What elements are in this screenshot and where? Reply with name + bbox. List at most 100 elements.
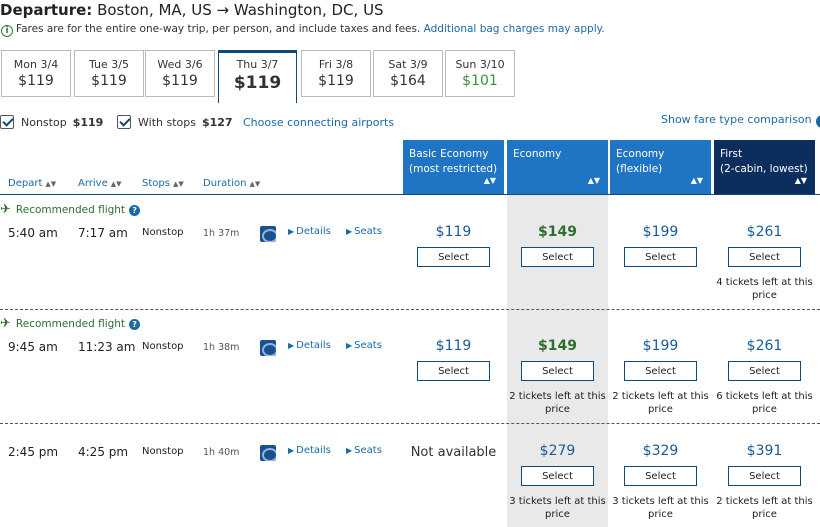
details-link[interactable]: ▶ Details (288, 340, 331, 351)
recommended-flight-label: ✈ Recommended flight? (0, 316, 141, 331)
basic-economy-unavailable: Not available (410, 445, 497, 460)
date-tab-sat[interactable]: Sat 3/9 $164 (373, 50, 443, 97)
date-tab-day: Fri 3/8 (318, 58, 354, 71)
date-tab-day: Sat 3/9 (388, 58, 428, 71)
help-icon[interactable]: ? (815, 115, 820, 128)
select-economy-button[interactable]: Select (521, 466, 594, 486)
date-tab-day: Thu 3/7 (236, 58, 279, 71)
select-first-button[interactable]: Select (728, 247, 801, 267)
seats-left-line1: 2 tickets left at this (716, 496, 813, 507)
seats-left-note: 2 tickets left at this price (610, 390, 711, 416)
seats-left-line1: 6 tickets left at this (716, 391, 813, 402)
fare-header-subtitle: (most restricted) (409, 163, 498, 175)
select-economy-flexible-button[interactable]: Select (624, 361, 697, 381)
seats-left-line2: price (752, 509, 777, 520)
date-tab-thu-selected[interactable]: Thu 3/7 $119 (218, 50, 297, 103)
date-tab-day: Wed 3/6 (157, 58, 203, 71)
select-economy-button[interactable]: Select (521, 361, 594, 381)
select-economy-flexible-button[interactable]: Select (624, 247, 697, 267)
select-first-button[interactable]: Select (728, 466, 801, 486)
help-icon[interactable]: ? (129, 205, 141, 216)
date-tab-price: $119 (318, 73, 354, 89)
help-icon[interactable]: ? (129, 319, 141, 330)
nonstop-checkbox[interactable] (0, 115, 14, 129)
depart-time: 9:45 am (8, 340, 58, 354)
sort-duration[interactable]: Duration ▲▼ (203, 178, 260, 189)
info-icon: i (1, 25, 13, 37)
fare-comparison-text: Show fare type comparison (661, 113, 812, 126)
united-logo-icon (260, 226, 276, 242)
economy-price: $279 (539, 443, 576, 459)
economy-price: $149 (538, 224, 577, 240)
select-first-button[interactable]: Select (728, 361, 801, 381)
fare-header-economy-flexible[interactable]: Economy (flexible) ▲▼ (610, 140, 711, 194)
fare-header-first[interactable]: First (2-cabin, lowest) ▲▼ (714, 140, 815, 194)
duration-value: 1h 38m (203, 342, 240, 353)
details-label: Details (296, 226, 331, 237)
date-tab-price: $119 (233, 73, 282, 93)
date-tab-price: $119 (162, 73, 198, 89)
sort-stops[interactable]: Stops ▲▼ (142, 178, 184, 189)
details-link[interactable]: ▶ Details (288, 226, 331, 237)
sort-icon: ▲▼ (172, 180, 184, 188)
caret-right-icon: ▶ (288, 446, 295, 455)
duration-value: 1h 37m (203, 228, 240, 239)
details-link[interactable]: ▶ Details (288, 445, 331, 456)
row-divider (0, 309, 820, 310)
arrive-time: 4:25 pm (78, 445, 129, 459)
seats-left-note: 3 tickets left at this price (507, 495, 608, 521)
caret-right-icon: ▶ (346, 446, 353, 455)
connecting-airports-link[interactable]: Choose connecting airports (243, 116, 395, 129)
select-basic-economy-button[interactable]: Select (417, 247, 490, 267)
basic-economy-price: $119 (435, 338, 472, 354)
details-label: Details (296, 445, 331, 456)
date-tab-tue[interactable]: Tue 3/5 $119 (74, 50, 144, 97)
seats-link[interactable]: ▶ Seats (346, 226, 382, 237)
stops-value: Nonstop (142, 227, 184, 238)
sort-arrive[interactable]: Arrive ▲▼ (78, 178, 122, 189)
date-tab-fri[interactable]: Fri 3/8 $119 (301, 50, 371, 97)
select-economy-flexible-button[interactable]: Select (624, 466, 697, 486)
seats-left-line2: price (545, 509, 570, 520)
bag-charges-link[interactable]: Additional bag charges may apply. (423, 23, 605, 35)
seats-left-line1: 2 tickets left at this (509, 391, 606, 402)
header-divider (0, 194, 820, 195)
filter-bar: Nonstop $119 With stops $127 Choose connec… (0, 113, 820, 133)
select-economy-button[interactable]: Select (521, 247, 594, 267)
seats-left-line1: 3 tickets left at this (612, 496, 709, 507)
sort-icon: ▲▼ (794, 176, 807, 185)
duration-header: Duration (203, 178, 247, 189)
select-basic-economy-button[interactable]: Select (417, 361, 490, 381)
seats-left-line2: price (752, 404, 777, 415)
departure-label: Departure: (0, 1, 93, 19)
caret-right-icon: ▶ (288, 227, 295, 236)
united-logo-icon (260, 445, 276, 461)
basic-economy-price: $119 (435, 224, 472, 240)
economy-flexible-price: $199 (642, 338, 679, 354)
fare-header-title: First (720, 148, 743, 160)
date-tab-mon[interactable]: Mon 3/4 $119 (1, 50, 71, 97)
arrive-time: 7:17 am (78, 226, 128, 240)
route-text: Boston, MA, US → Washington, DC, US (97, 1, 384, 19)
nonstop-label: Nonstop (21, 116, 67, 129)
fare-comparison-link[interactable]: Show fare type comparison? (661, 113, 820, 128)
recommended-flight-label: ✈ Recommended flight? (0, 202, 141, 217)
recommended-text: Recommended flight (15, 318, 126, 330)
stops-value: Nonstop (142, 341, 184, 352)
seats-left-line2: price (648, 404, 673, 415)
with-stops-checkbox[interactable] (117, 115, 131, 129)
caret-right-icon: ▶ (288, 341, 295, 350)
sort-depart[interactable]: Depart ▲▼ (8, 178, 56, 189)
date-tab-wed[interactable]: Wed 3/6 $119 (145, 50, 215, 97)
arrive-time: 11:23 am (78, 340, 136, 354)
date-tab-price: $119 (91, 73, 127, 89)
sort-icon: ▲▼ (249, 180, 261, 188)
seats-link[interactable]: ▶ Seats (346, 340, 382, 351)
fare-header-economy[interactable]: Economy ▲▼ (507, 140, 608, 194)
seats-link[interactable]: ▶ Seats (346, 445, 382, 456)
date-tab-sun[interactable]: Sun 3/10 $101 (445, 50, 515, 97)
seats-left-note: 3 tickets left at this price (610, 495, 711, 521)
date-tab-day: Mon 3/4 (13, 58, 59, 71)
seats-left-line2: price (545, 404, 570, 415)
fare-header-basic-economy[interactable]: Basic Economy (most restricted) ▲▼ (403, 140, 504, 194)
